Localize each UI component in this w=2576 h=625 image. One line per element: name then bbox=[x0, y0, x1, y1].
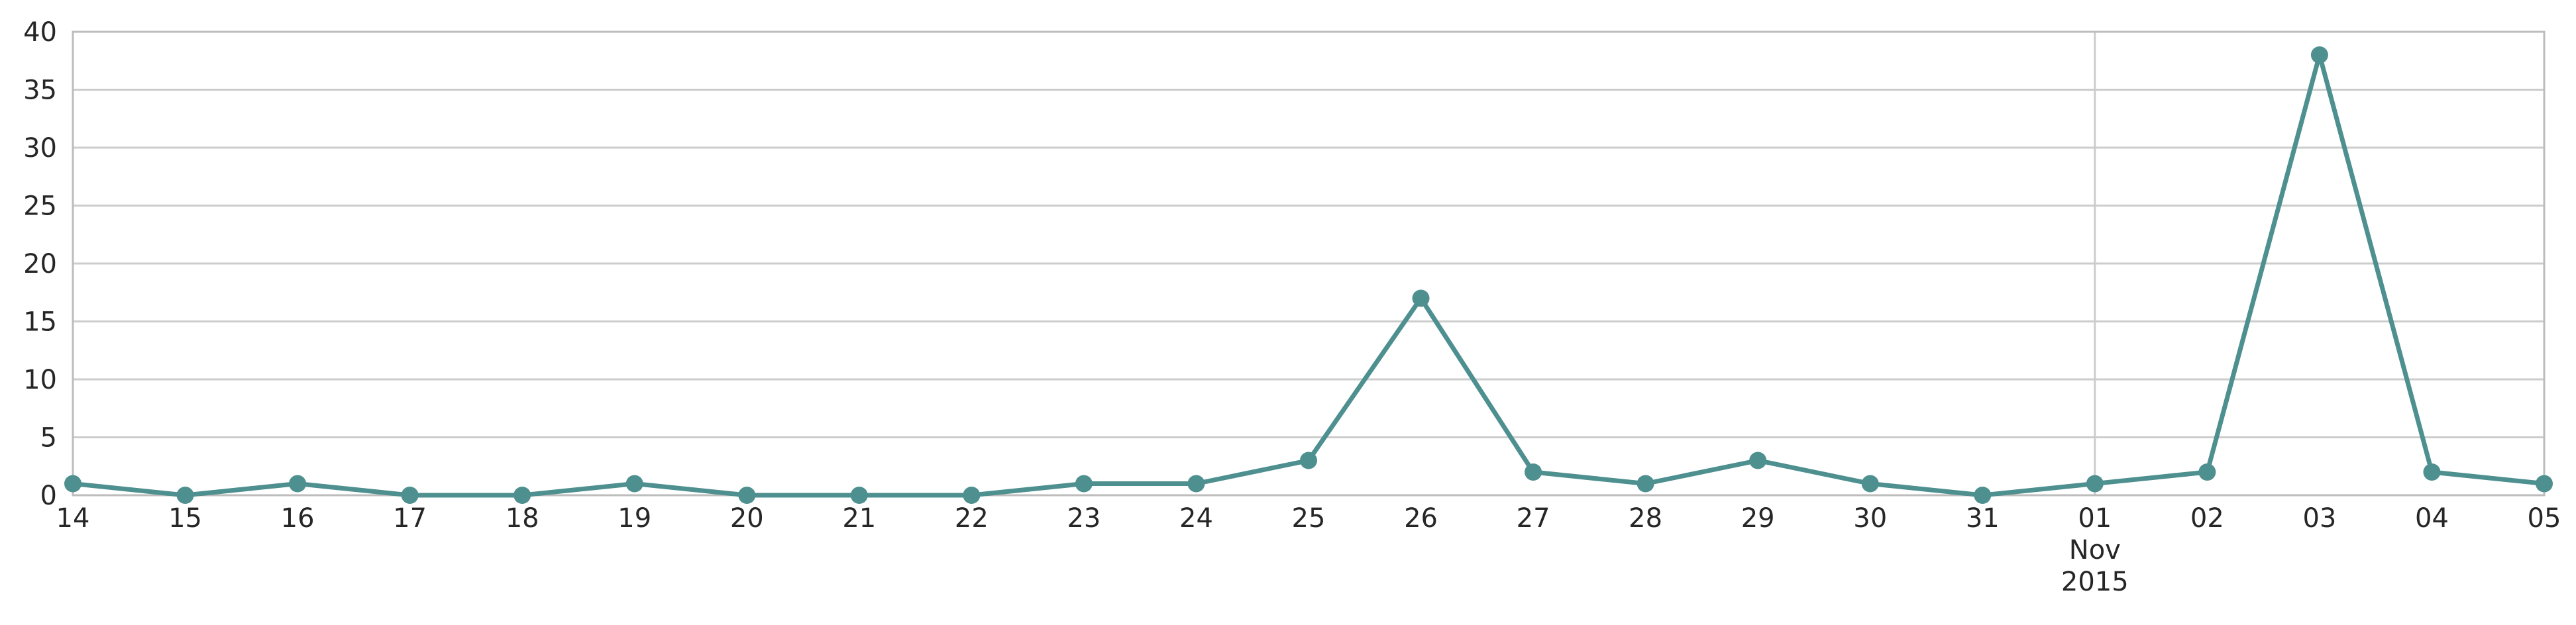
data-point bbox=[738, 487, 756, 504]
x-tick-label: 31 bbox=[1966, 503, 2000, 534]
data-point bbox=[963, 487, 981, 504]
x-tick-label: 23 bbox=[1067, 503, 1100, 534]
x-tick-label: 29 bbox=[1741, 503, 1775, 534]
x-tick-label: 20 bbox=[730, 503, 764, 534]
x-month-label: Nov bbox=[2069, 535, 2121, 565]
data-point bbox=[625, 475, 643, 493]
x-tick-label: 25 bbox=[1292, 503, 1326, 534]
x-tick-label: 19 bbox=[617, 503, 651, 534]
data-point bbox=[2536, 475, 2553, 493]
x-axis-ticks: 14 15 16 17 18 19 20 21 22 23 24 25 26 27 28 29 30 31 01 02… bbox=[56, 503, 2561, 597]
x-tick-label: 26 bbox=[1404, 503, 1438, 534]
data-point bbox=[1525, 463, 1542, 481]
data-point bbox=[850, 487, 868, 504]
x-tick-label: 27 bbox=[1517, 503, 1550, 534]
x-tick-label: 02 bbox=[2190, 503, 2224, 534]
x-tick-label: 17 bbox=[393, 503, 427, 534]
y-tick-label: 15 bbox=[23, 307, 57, 338]
x-tick-label: 04 bbox=[2415, 503, 2449, 534]
x-tick-label: 28 bbox=[1629, 503, 1662, 534]
series bbox=[64, 46, 2553, 504]
y-tick-label: 35 bbox=[23, 75, 57, 106]
y-tick-label: 30 bbox=[23, 133, 57, 164]
x-tick-label: 18 bbox=[506, 503, 539, 534]
x-tick-label: 05 bbox=[2528, 503, 2561, 534]
y-axis-ticks: 0 5 10 15 20 25 30 35 40 bbox=[23, 17, 57, 511]
x-tick-label: 30 bbox=[1853, 503, 1887, 534]
data-point bbox=[2423, 463, 2441, 481]
data-point bbox=[1187, 475, 1205, 493]
data-point bbox=[1637, 475, 1654, 493]
y-tick-label: 25 bbox=[23, 191, 57, 222]
data-point bbox=[1749, 452, 1767, 469]
x-tick-label: 21 bbox=[842, 503, 876, 534]
data-point bbox=[1861, 475, 1879, 493]
plot-frame bbox=[72, 30, 2546, 497]
y-tick-label: 5 bbox=[40, 423, 57, 454]
x-tick-label: 01 bbox=[2078, 503, 2112, 534]
data-point bbox=[176, 487, 194, 504]
y-tick-label: 20 bbox=[23, 249, 57, 279]
data-point bbox=[1075, 475, 1093, 493]
y-tick-label: 0 bbox=[40, 481, 57, 511]
data-point bbox=[2086, 475, 2104, 493]
x-tick-label: 03 bbox=[2302, 503, 2336, 534]
data-point bbox=[1412, 289, 1430, 307]
data-point bbox=[64, 475, 81, 493]
grid bbox=[73, 30, 2544, 497]
x-tick-label: 16 bbox=[281, 503, 315, 534]
data-point bbox=[1300, 452, 1317, 469]
data-point bbox=[289, 475, 307, 493]
series-line bbox=[72, 52, 2545, 498]
x-year-label: 2015 bbox=[2061, 567, 2129, 597]
y-tick-label: 10 bbox=[23, 365, 57, 395]
data-point bbox=[2310, 46, 2328, 64]
data-point bbox=[513, 487, 531, 504]
x-tick-label: 22 bbox=[955, 503, 989, 534]
data-point bbox=[1974, 487, 1992, 504]
x-tick-label: 24 bbox=[1179, 503, 1213, 534]
x-tick-label: 14 bbox=[56, 503, 90, 534]
x-tick-label: 15 bbox=[168, 503, 202, 534]
y-tick-label: 40 bbox=[23, 17, 57, 48]
data-point bbox=[2198, 463, 2216, 481]
data-point bbox=[401, 487, 419, 504]
